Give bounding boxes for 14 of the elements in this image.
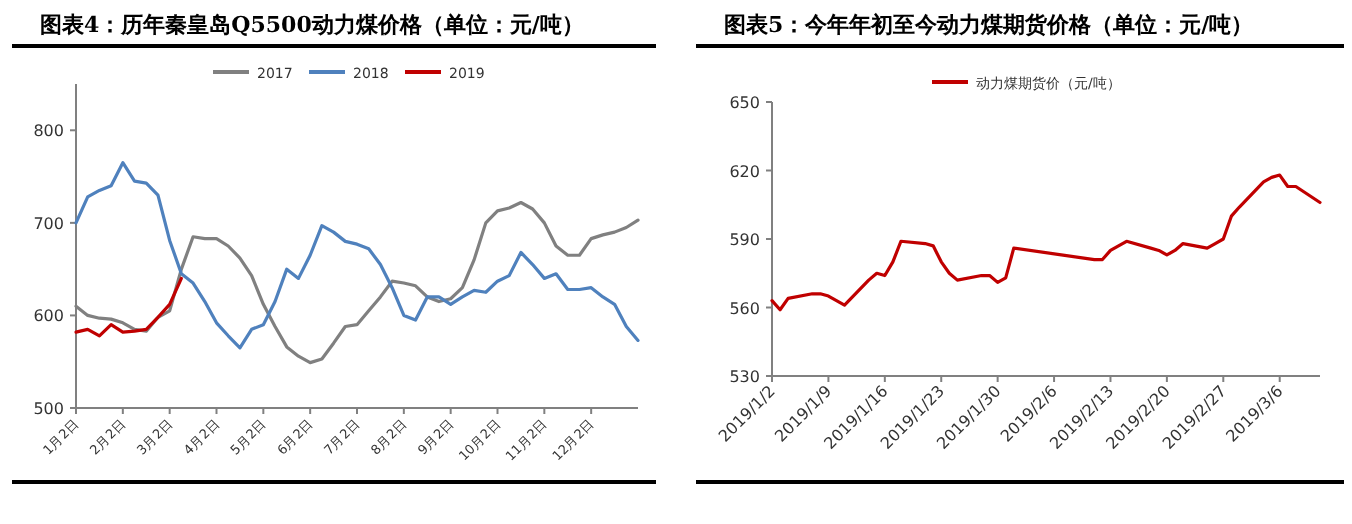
y-tick-label: 500 [33, 400, 64, 418]
y-tick-label: 700 [33, 214, 64, 233]
y-tick-label: 650 [729, 94, 760, 112]
y-tick-label: 560 [729, 299, 760, 318]
y-tick-label: 620 [729, 162, 760, 181]
chart-title: 图表4：历年秦皇岛Q5500动力煤价格（单位：元/吨） [40, 12, 584, 38]
line-series [74, 276, 183, 338]
line-series [74, 161, 640, 350]
y-tick-label: 800 [33, 122, 64, 141]
y-tick-label: 530 [729, 368, 760, 386]
y-tick-label: 590 [729, 231, 760, 249]
chart-title: 图表5：今年年初至今动力煤期货价格（单位：元/吨） [724, 12, 1254, 38]
y-tick-label: 600 [33, 307, 64, 326]
line-series [770, 173, 1322, 312]
